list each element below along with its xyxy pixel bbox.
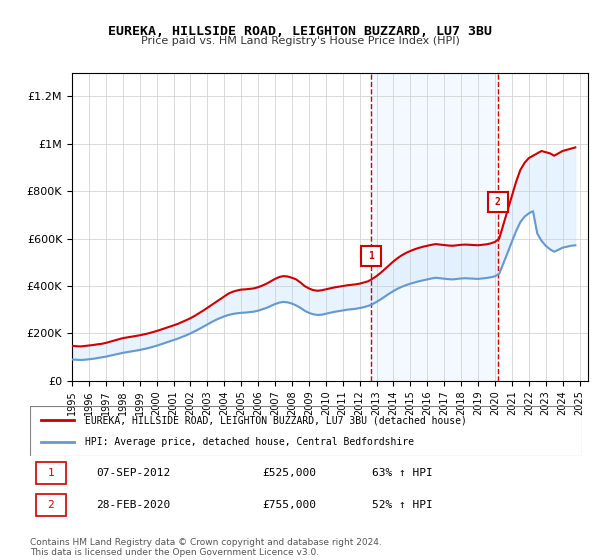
Text: £755,000: £755,000 — [262, 501, 316, 510]
Text: 2: 2 — [47, 501, 55, 510]
Text: HPI: Average price, detached house, Central Bedfordshire: HPI: Average price, detached house, Cent… — [85, 437, 414, 447]
Text: Contains HM Land Registry data © Crown copyright and database right 2024.
This d: Contains HM Land Registry data © Crown c… — [30, 538, 382, 557]
Text: EUREKA, HILLSIDE ROAD, LEIGHTON BUZZARD, LU7 3BU: EUREKA, HILLSIDE ROAD, LEIGHTON BUZZARD,… — [108, 25, 492, 38]
Text: 28-FEB-2020: 28-FEB-2020 — [96, 501, 170, 510]
Text: 63% ↑ HPI: 63% ↑ HPI — [372, 468, 433, 478]
Text: Price paid vs. HM Land Registry's House Price Index (HPI): Price paid vs. HM Land Registry's House … — [140, 36, 460, 46]
Text: EUREKA, HILLSIDE ROAD, LEIGHTON BUZZARD, LU7 3BU (detached house): EUREKA, HILLSIDE ROAD, LEIGHTON BUZZARD,… — [85, 415, 467, 425]
Text: £525,000: £525,000 — [262, 468, 316, 478]
Text: 07-SEP-2012: 07-SEP-2012 — [96, 468, 170, 478]
Text: 52% ↑ HPI: 52% ↑ HPI — [372, 501, 433, 510]
Text: 1: 1 — [368, 251, 374, 262]
Bar — [371, 73, 498, 381]
Text: 2: 2 — [495, 197, 501, 207]
Text: 1: 1 — [47, 468, 55, 478]
